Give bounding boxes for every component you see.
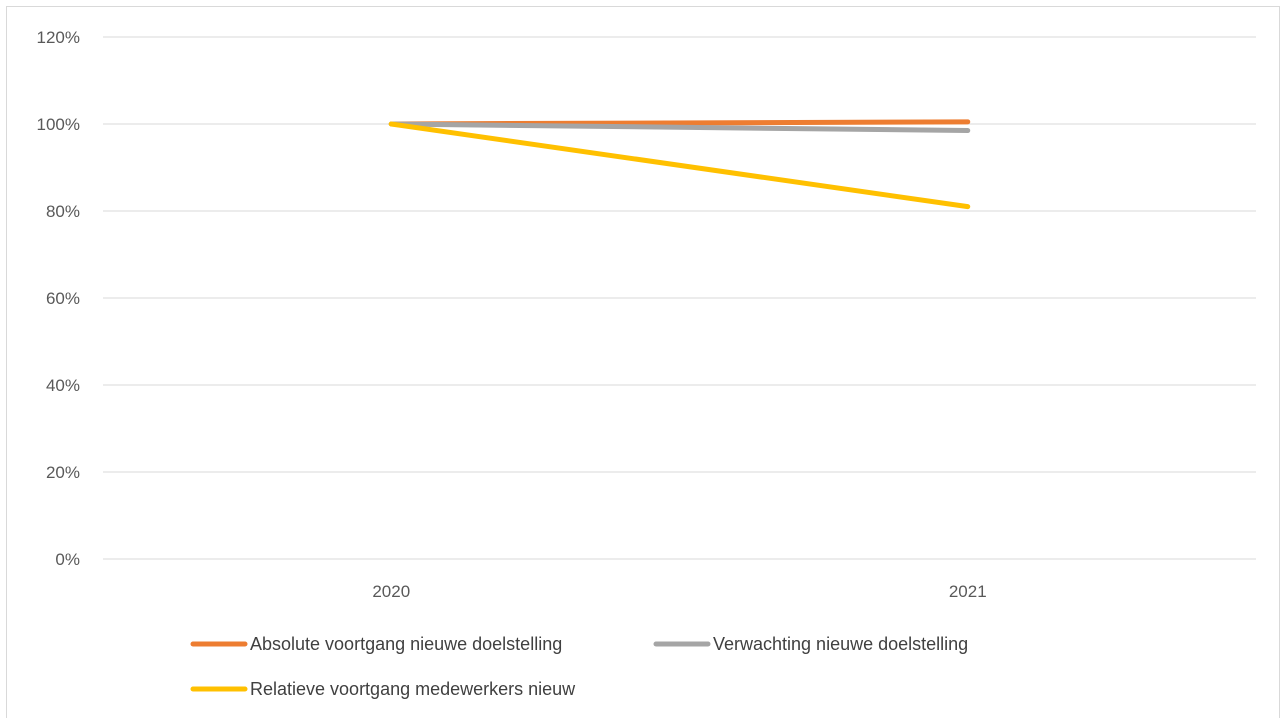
- legend-item-verwachting: Verwachting nieuwe doelstelling: [653, 634, 968, 654]
- x-tick-0: 2020: [372, 582, 410, 601]
- legend-item-absolute: Absolute voortgang nieuwe doelstelling: [190, 634, 562, 654]
- series-line-verwachting: [388, 121, 971, 134]
- y-tick-1: 20%: [46, 463, 80, 482]
- y-tick-0: 0%: [55, 550, 80, 569]
- legend-label-absolute: Absolute voortgang nieuwe doelstelling: [250, 634, 562, 654]
- y-tick-3: 60%: [46, 289, 80, 308]
- legend-label-verwachting: Verwachting nieuwe doelstelling: [713, 634, 968, 654]
- legend: Absolute voortgang nieuwe doelstelling V…: [190, 634, 968, 699]
- series-lines: [388, 119, 971, 210]
- y-tick-5: 100%: [37, 115, 80, 134]
- y-axis-ticks: 0% 20% 40% 60% 80% 100% 120%: [37, 28, 80, 569]
- y-tick-6: 120%: [37, 28, 80, 47]
- x-axis-ticks: 2020 2021: [372, 582, 986, 601]
- gridlines: [103, 36, 1256, 560]
- legend-label-relatieve: Relatieve voortgang medewerkers nieuw: [250, 679, 576, 699]
- series-line-relatieve: [388, 121, 971, 210]
- y-tick-2: 40%: [46, 376, 80, 395]
- legend-item-relatieve: Relatieve voortgang medewerkers nieuw: [190, 679, 576, 699]
- y-tick-4: 80%: [46, 202, 80, 221]
- x-tick-1: 2021: [949, 582, 987, 601]
